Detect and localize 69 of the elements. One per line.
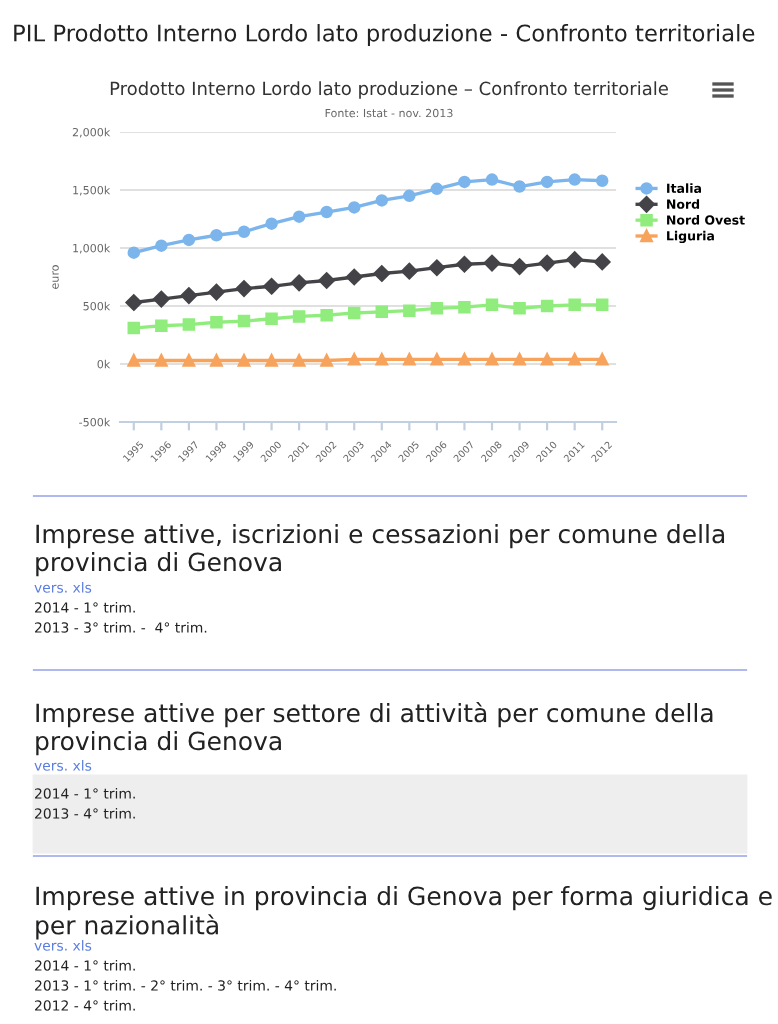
point (373, 265, 391, 282)
point (430, 353, 444, 366)
point (458, 175, 471, 189)
point (593, 253, 611, 271)
point (375, 305, 389, 319)
text: PIL Prodotto Interno Lordo lato produzione - Confronto territoriale (14, 24, 755, 47)
point (485, 298, 499, 312)
text: Imprese attive per settore di attività per comune della provincia di Genova (36, 702, 713, 756)
point (566, 251, 583, 268)
point (458, 300, 471, 314)
point (375, 194, 389, 207)
point (155, 319, 168, 332)
point (180, 287, 198, 304)
point (182, 318, 196, 331)
point (513, 302, 526, 315)
point (347, 353, 361, 366)
point (237, 314, 251, 328)
point (540, 353, 554, 366)
point (595, 298, 609, 312)
point (345, 268, 363, 286)
point (127, 246, 141, 259)
point (403, 304, 416, 317)
point (265, 312, 278, 326)
point (208, 283, 225, 301)
point (375, 353, 389, 366)
point (210, 315, 223, 329)
point (182, 233, 196, 247)
point (540, 175, 554, 189)
point (428, 259, 446, 276)
point (483, 254, 501, 272)
point (318, 272, 335, 289)
point (485, 173, 499, 186)
text: Imprese attive, iscrizioni e cessazioni per comune della provincia di Genova (36, 524, 725, 577)
point (595, 174, 609, 187)
point (237, 225, 251, 239)
point (265, 217, 278, 230)
point (320, 309, 333, 322)
point (513, 180, 526, 193)
point (568, 298, 581, 312)
point (235, 280, 253, 297)
chart-title: Prodotto Interno Lordo lato produzione – Confronto territoriale (110, 81, 668, 99)
point (456, 255, 473, 273)
point (292, 210, 306, 223)
point (182, 354, 196, 367)
point (125, 294, 143, 311)
point (511, 258, 528, 275)
point (263, 278, 280, 295)
point (430, 182, 444, 196)
point (290, 274, 308, 292)
point (403, 189, 416, 203)
point (127, 321, 141, 335)
point (292, 310, 306, 323)
point (401, 262, 418, 280)
point (210, 228, 223, 242)
point (237, 354, 251, 367)
point (127, 354, 141, 367)
point (292, 354, 306, 367)
point (540, 299, 554, 313)
point (538, 254, 556, 272)
point (347, 306, 361, 320)
point (568, 173, 581, 186)
point (347, 201, 361, 214)
point (430, 302, 444, 315)
point (485, 353, 499, 366)
point (155, 239, 168, 252)
point (153, 290, 170, 308)
text: Imprese attive in provincia di Genova per forma giuridica e per nazionalità (36, 886, 772, 940)
point (595, 353, 609, 366)
point (320, 205, 333, 219)
